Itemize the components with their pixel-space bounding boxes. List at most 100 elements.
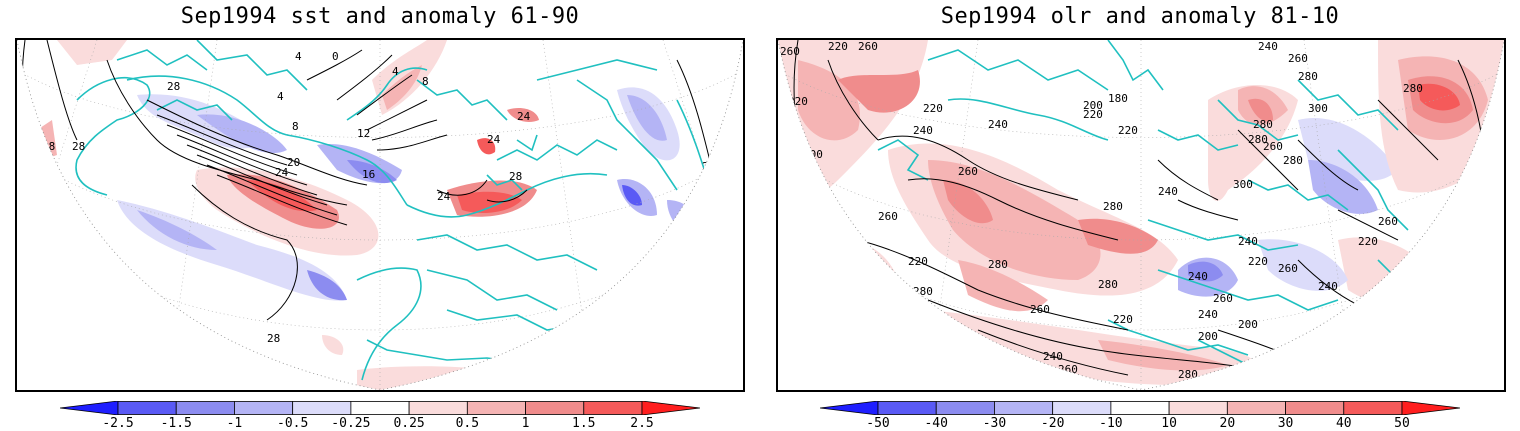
colorbar-segment bbox=[350, 401, 410, 415]
anomaly-patch bbox=[667, 200, 698, 235]
contour-label: 28 bbox=[42, 140, 55, 153]
olr-anomaly-map: 260 220 220 240 260 240 220 220 180 200 … bbox=[776, 38, 1506, 392]
contour-label: 24 bbox=[437, 190, 451, 203]
colorbar-segment bbox=[117, 401, 177, 415]
anomaly-patch bbox=[57, 40, 127, 65]
left-panel-title: Sep1994 sst and anomaly 61-90 bbox=[180, 4, 580, 29]
contour-label: 220 bbox=[1248, 255, 1268, 268]
contour-label: 220 bbox=[1118, 124, 1138, 137]
contour-label: 4 bbox=[277, 90, 284, 103]
contour-label: 28 bbox=[167, 80, 180, 93]
contour-label: 220 bbox=[908, 255, 928, 268]
contour-label: 200 bbox=[1198, 330, 1218, 343]
contour-label: 220 bbox=[1083, 108, 1103, 121]
anomaly-patch bbox=[507, 108, 539, 122]
contour-label: 260 bbox=[878, 210, 898, 223]
contour-label: 280 bbox=[1253, 118, 1273, 131]
anomaly-patch bbox=[1188, 261, 1223, 282]
contour-label: 220 bbox=[843, 233, 863, 246]
anomaly-patch bbox=[828, 239, 898, 291]
anomaly-patch bbox=[1078, 218, 1158, 254]
colorbar-segment bbox=[935, 401, 995, 415]
contour-label: 280 bbox=[1098, 278, 1118, 291]
anomaly-patch bbox=[1418, 83, 1460, 111]
contour-label: 200 bbox=[1083, 99, 1103, 112]
contour-label: 240 bbox=[913, 124, 933, 137]
contour-label: 260 bbox=[1288, 52, 1308, 65]
colorbar-max-arrow bbox=[1401, 400, 1461, 416]
colorbar-tick-label: 1.5 bbox=[572, 416, 596, 431]
anomaly-patch bbox=[943, 180, 993, 224]
contour-label: 24 bbox=[21, 110, 35, 123]
colorbar-segment bbox=[1285, 401, 1345, 415]
contour-label: 4 bbox=[295, 50, 302, 63]
colorbar-segment bbox=[292, 401, 352, 415]
contour-label: 0 bbox=[332, 50, 339, 63]
contour-label: 220 bbox=[1113, 313, 1133, 326]
sst-colorbar bbox=[59, 400, 701, 419]
sst-anomaly-map: 24 28 28 0 4 4 4 8 8 12 16 20 24 24 24 2… bbox=[15, 38, 745, 392]
sst-colorbar-svg bbox=[59, 400, 701, 416]
contour-label: 28 bbox=[72, 140, 85, 153]
anomaly-patch bbox=[307, 270, 347, 301]
contour-label: 4 bbox=[392, 65, 399, 78]
contour-label: 28 bbox=[267, 332, 280, 345]
anomaly-patch bbox=[778, 190, 821, 260]
anomaly-patch bbox=[838, 70, 920, 113]
contour-label: 24 bbox=[487, 133, 501, 146]
olr-colorbar bbox=[819, 400, 1461, 419]
contour-label: 200 bbox=[803, 148, 823, 161]
contour-label: 24 bbox=[275, 166, 289, 179]
colorbar-segment bbox=[408, 401, 468, 415]
contour-label: 260 bbox=[1058, 363, 1078, 376]
contour-label: 280 bbox=[1103, 200, 1123, 213]
contour-label: 240 bbox=[1258, 40, 1278, 53]
colorbar-segment bbox=[1052, 401, 1112, 415]
contour-label: 240 bbox=[988, 118, 1008, 131]
colorbar-tick-label: 20 bbox=[1219, 416, 1236, 431]
colorbar-max-arrow bbox=[641, 400, 701, 416]
colorbar-segment bbox=[1168, 401, 1228, 415]
contour-label: 24 bbox=[517, 110, 531, 123]
colorbar-tick-label: 0.25 bbox=[393, 416, 425, 431]
contour-label: 220 bbox=[1358, 235, 1378, 248]
contour-label: 280 bbox=[1248, 133, 1268, 146]
sst-map-svg: 24 28 28 0 4 4 4 8 8 12 16 20 24 24 24 2… bbox=[17, 40, 743, 390]
contour-label: 180 bbox=[1108, 92, 1128, 105]
colorbar-segment bbox=[525, 401, 585, 415]
anomaly-patch bbox=[382, 65, 422, 110]
contour-label: 20 bbox=[287, 156, 300, 169]
contour-label: 220 bbox=[923, 102, 943, 115]
anomaly-patch bbox=[1098, 340, 1228, 371]
coastlines bbox=[877, 40, 1439, 371]
contour-label: 280 bbox=[1283, 154, 1303, 167]
contour-label: 240 bbox=[1198, 308, 1218, 321]
colorbar-tick-label: 0.5 bbox=[455, 416, 480, 431]
contour-label: 220 bbox=[803, 180, 823, 193]
colorbar-tick-label: -30 bbox=[982, 416, 1007, 431]
colorbar-tick-label: 10 bbox=[1161, 416, 1177, 431]
anomaly-patch bbox=[322, 335, 344, 355]
colorbar-tick-label: 1 bbox=[521, 416, 530, 431]
colorbar-min-arrow bbox=[819, 400, 879, 416]
colorbar-segment bbox=[1343, 401, 1403, 415]
colorbar-segment bbox=[175, 401, 235, 415]
colorbar-tick-label: -20 bbox=[1040, 416, 1065, 431]
contour-label: 240 bbox=[1238, 235, 1258, 248]
anomaly-patch bbox=[137, 210, 217, 250]
contour-label: 280 bbox=[1178, 368, 1198, 381]
colorbar-tick-label: 2.5 bbox=[630, 416, 654, 431]
coastlines bbox=[75, 40, 718, 381]
colorbar-tick-label: -1.5 bbox=[160, 416, 192, 431]
contour-label: 240 bbox=[1188, 270, 1208, 283]
contour-label: 280 bbox=[1403, 82, 1423, 95]
colorbar-tick-label: -1 bbox=[226, 416, 243, 431]
contour-label: 260 bbox=[780, 45, 800, 58]
colorbar-tick-label: 30 bbox=[1277, 416, 1294, 431]
colorbar-segment bbox=[994, 401, 1054, 415]
contour-label: 220 bbox=[788, 95, 808, 108]
contour-label: 16 bbox=[362, 168, 375, 181]
contour-label: 12 bbox=[357, 127, 370, 140]
olr-colorbar-svg bbox=[819, 400, 1461, 416]
contour-label: 260 bbox=[1378, 215, 1398, 228]
